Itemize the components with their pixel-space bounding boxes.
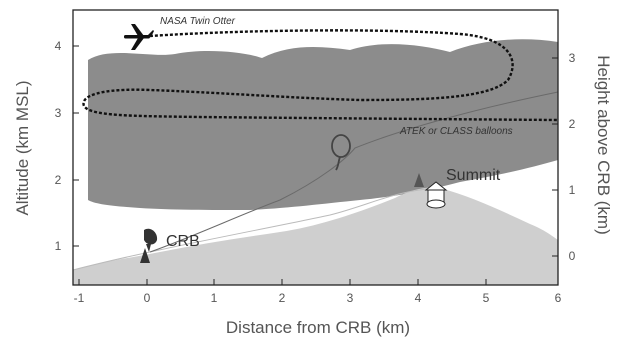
y-left-axis-title: Altitude (km MSL) — [13, 80, 32, 215]
flight-track — [82, 29, 559, 122]
x-tick-label: -1 — [74, 291, 85, 305]
balloons-label: ATEK or CLASS balloons — [399, 126, 513, 137]
crb-label: CRB — [166, 233, 200, 250]
x-tick-label: 2 — [279, 291, 286, 305]
tower-icon — [140, 248, 150, 263]
y-left-tick-label: 1 — [55, 239, 62, 253]
y-right-tick-label: 0 — [569, 249, 576, 263]
building-icon — [424, 181, 448, 209]
terrain — [73, 187, 558, 285]
aircraft-label: NASA Twin Otter — [160, 16, 236, 27]
right-axis-ticks — [552, 57, 558, 257]
y-right-tick-label: 1 — [569, 183, 576, 197]
x-tick-label: 4 — [415, 291, 422, 305]
x-axis-title: Distance from CRB (km) — [226, 318, 410, 337]
summit-label: Summit — [446, 167, 501, 184]
tower-icon — [414, 173, 424, 187]
radar-dish-icon — [144, 228, 158, 252]
y-right-tick-label: 2 — [569, 117, 576, 131]
left-axis-ticks — [73, 45, 79, 247]
airplane-icon — [124, 24, 154, 50]
x-tick-label: 6 — [555, 291, 562, 305]
x-tick-label: 0 — [144, 291, 151, 305]
y-left-tick-label: 3 — [55, 106, 62, 120]
y-right-axis-title: Height above CRB (km) — [594, 55, 613, 235]
y-left-tick-label: 4 — [55, 39, 62, 53]
y-left-tick-label: 2 — [55, 173, 62, 187]
x-tick-label: 5 — [483, 291, 490, 305]
cloud-layer — [88, 39, 558, 211]
x-tick-label: 1 — [211, 291, 218, 305]
terrain-ridge-line — [72, 187, 441, 271]
bottom-axis-ticks — [78, 279, 559, 285]
plot-frame — [72, 9, 559, 286]
y-right-tick-label: 3 — [569, 51, 576, 65]
balloon-icon — [331, 134, 351, 171]
x-tick-label: 3 — [347, 291, 354, 305]
